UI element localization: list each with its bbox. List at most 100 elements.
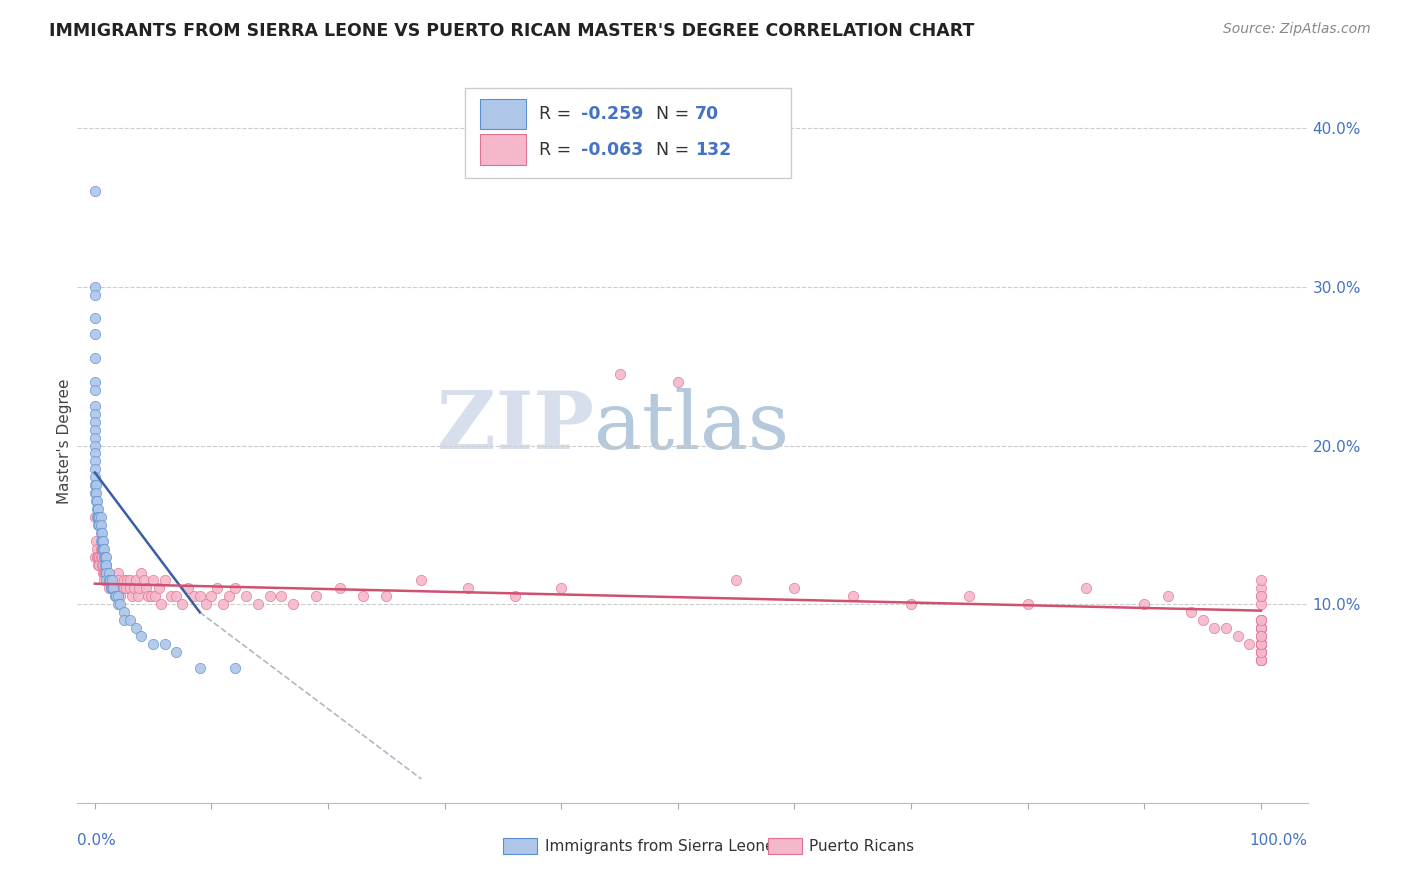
Point [83,431,105,445]
Point [177,582,200,596]
Point [957,590,980,604]
Point [1250,621,1272,635]
Point [93,549,115,564]
Point [188,661,211,675]
Point [83,486,105,500]
Point [375,590,398,604]
Point [97,582,120,596]
Point [842,590,865,604]
Point [1250,637,1272,651]
Point [1133,597,1156,611]
Point [104,590,127,604]
Point [1250,645,1272,659]
Point [90,558,112,572]
Point [235,590,257,604]
Point [94,549,117,564]
Point [112,613,135,627]
Point [1250,653,1272,667]
Point [97,574,120,588]
Point [132,574,155,588]
Point [87,502,110,516]
Point [1226,629,1249,643]
Point [107,597,129,611]
Point [104,590,127,604]
Point [91,541,114,556]
Point [83,454,105,468]
Point [1191,613,1213,627]
Point [84,478,107,492]
Point [1250,629,1272,643]
Point [96,574,118,588]
Point [247,597,270,611]
Point [142,574,165,588]
Text: 100.0%: 100.0% [1250,833,1308,848]
Point [98,574,121,588]
Point [1250,645,1272,659]
Point [131,566,153,580]
Point [97,566,120,580]
Point [1250,637,1272,651]
Point [131,629,153,643]
Text: ZIP: ZIP [437,388,595,467]
Point [183,590,205,604]
Point [101,582,124,596]
Point [128,582,150,596]
Point [172,597,194,611]
Point [83,462,105,476]
Point [93,541,115,556]
Point [86,549,108,564]
Point [86,510,108,524]
Point [1250,629,1272,643]
Text: 132: 132 [695,141,731,159]
Point [200,590,222,604]
Text: atlas: atlas [595,388,789,467]
Point [107,566,129,580]
Point [96,566,118,580]
Point [96,558,118,572]
Point [121,590,143,604]
Point [84,486,107,500]
Point [666,375,689,389]
Point [97,574,120,588]
Point [270,590,292,604]
Point [83,438,105,452]
Point [107,590,129,604]
Point [90,533,112,548]
Text: Puerto Ricans: Puerto Ricans [810,838,914,854]
Point [725,574,748,588]
Point [83,287,105,301]
Point [83,415,105,429]
Point [117,574,139,588]
Point [83,185,105,199]
Point [550,582,572,596]
Point [142,637,165,651]
Point [87,558,110,572]
Point [112,582,135,596]
Point [305,590,328,604]
Point [1250,621,1272,635]
Point [83,383,105,397]
Point [90,541,112,556]
Point [83,478,105,492]
Point [1250,653,1272,667]
Point [411,574,433,588]
Point [111,582,134,596]
Point [124,574,146,588]
Point [1017,597,1039,611]
Point [112,605,135,619]
Point [90,510,112,524]
Point [218,590,240,604]
Point [103,582,125,596]
Point [145,590,167,604]
Point [224,661,246,675]
Point [105,574,128,588]
Point [87,517,110,532]
Point [1250,582,1272,596]
Point [1215,621,1237,635]
Point [281,597,304,611]
Point [83,549,105,564]
Point [1250,653,1272,667]
Point [1250,613,1272,627]
Text: Immigrants from Sierra Leone: Immigrants from Sierra Leone [546,838,775,854]
Point [153,637,176,651]
